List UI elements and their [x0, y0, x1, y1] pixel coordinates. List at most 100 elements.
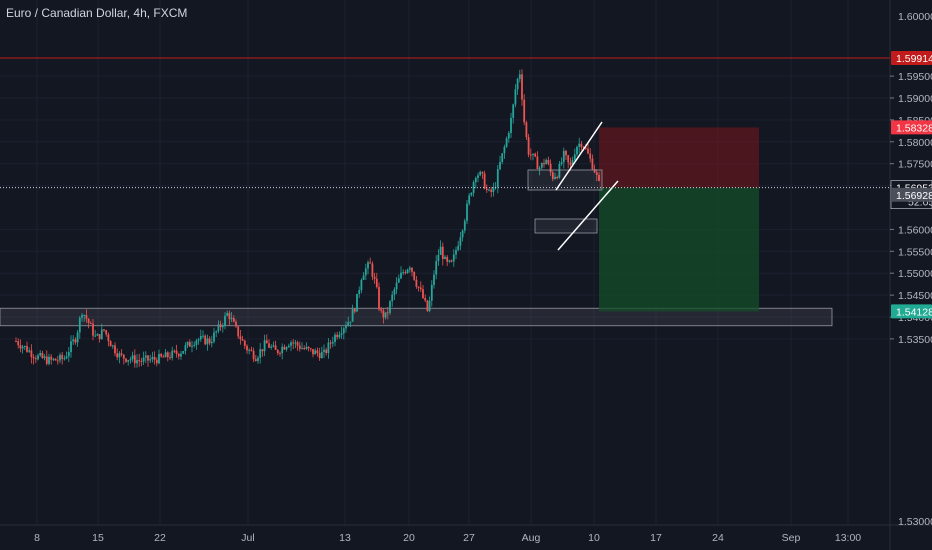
candle-body [182, 351, 185, 354]
candle-body [197, 339, 200, 341]
candle-body [26, 345, 28, 352]
time-axis-label: Sep [782, 532, 801, 544]
price-tick-label: 1.57500 [898, 159, 932, 171]
time-axis-label: 13:00 [835, 532, 861, 544]
candle-body [362, 275, 365, 280]
candle-body [529, 154, 532, 156]
candle-body [584, 147, 587, 149]
candle-body [164, 352, 167, 358]
candle-body [496, 169, 499, 187]
candle-body [364, 268, 367, 276]
candle-body [173, 350, 176, 352]
candle-body [422, 289, 424, 299]
candle-body [254, 359, 257, 362]
candle-body [37, 355, 39, 360]
candle-body [314, 350, 317, 355]
candle-body [243, 340, 246, 346]
candle-body [283, 346, 286, 350]
candle-body [76, 332, 79, 343]
candle-body [358, 290, 361, 294]
time-axis-label: 27 [463, 532, 475, 544]
candle-body [386, 312, 389, 314]
candle-body [320, 351, 323, 359]
candle-body [411, 267, 413, 272]
candle-body [15, 341, 17, 343]
candle-body [325, 349, 328, 353]
candle-body [239, 336, 242, 340]
consolidation-box [534, 218, 598, 234]
candle-body [215, 331, 218, 333]
candle-body [257, 357, 259, 362]
candle-body [111, 345, 114, 347]
candle-body [404, 272, 407, 274]
price-label-stop-loss-bg [891, 120, 932, 135]
candle-body [118, 353, 121, 358]
candle-body [78, 317, 81, 333]
price-tick-label: 1.59500 [898, 71, 932, 83]
candle-body [193, 344, 196, 346]
price-label-horizontal-line-bg [891, 50, 932, 65]
candle-body [81, 315, 83, 318]
price-tick-label-partial: 1.60000 [898, 11, 932, 23]
candle-body [210, 341, 213, 344]
candle-body [444, 256, 446, 259]
candle-body [252, 350, 255, 360]
candle-body [406, 269, 409, 273]
price-label-horizontal-line: 1.59914 [896, 53, 932, 65]
candle-body [312, 349, 314, 355]
candle-body [389, 301, 391, 313]
candle-body [122, 354, 125, 359]
stop-loss-zone [599, 127, 759, 188]
candle-body [52, 358, 55, 360]
candle-body [510, 117, 512, 134]
candle-body [213, 332, 215, 342]
candle-body [230, 318, 233, 320]
candle-body [547, 160, 550, 164]
candle-body [523, 99, 526, 123]
candle-body [96, 334, 99, 336]
candle-body [39, 353, 42, 356]
candle-body [331, 341, 334, 344]
candle-body [549, 163, 552, 173]
candle-body [424, 298, 427, 301]
candle-body [125, 358, 127, 362]
candle-body [351, 308, 354, 322]
candle-body [217, 324, 220, 332]
candle-body [74, 339, 77, 343]
candle-body [507, 133, 510, 139]
candle-body [554, 176, 556, 179]
candle-body [61, 354, 64, 359]
candle-body [472, 182, 475, 193]
candle-body [593, 169, 596, 173]
candle-body [571, 160, 574, 165]
price-label-take-profit: 1.54128 [896, 306, 932, 318]
candle-body [72, 339, 75, 342]
candle-body [463, 220, 466, 231]
candle-body [224, 315, 226, 326]
candle-body [565, 150, 567, 156]
price-tick-label: 1.56000 [898, 224, 932, 236]
candle-body [294, 342, 297, 344]
take-profit-zone [599, 187, 759, 312]
candle-body [415, 279, 418, 287]
candle-body [287, 345, 290, 348]
price-tick-label-partial: 1.53000 [898, 516, 932, 528]
time-axis-label: Aug [522, 532, 541, 544]
candle-body [169, 357, 171, 359]
candle-body [576, 146, 578, 155]
candle-body [525, 122, 528, 138]
candle-body [50, 356, 53, 360]
candle-body [589, 153, 592, 159]
candle-body [301, 348, 303, 350]
candle-body [204, 335, 207, 345]
candle-body [28, 350, 31, 352]
candle-body [380, 309, 383, 311]
candle-body [488, 189, 490, 191]
candle-body [505, 138, 508, 147]
symbol-title: Euro / Canadian Dollar, 4h, FXCM [6, 6, 188, 20]
candle-body [540, 162, 543, 168]
candle-body [184, 345, 187, 352]
candle-body [329, 342, 332, 344]
